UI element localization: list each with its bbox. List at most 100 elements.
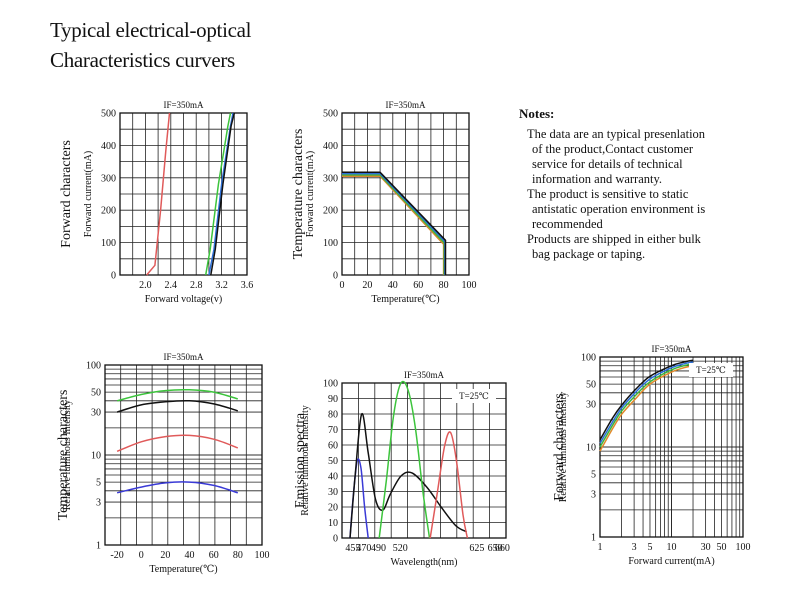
y-axis-title: Emission spectra <box>293 412 308 508</box>
chart-temperature-intensity: 1 3 5 10 30 50 100 -20 0 20 40 60 80 100 IF=350mA Tempe… <box>56 352 270 575</box>
y-tick-label: 30 <box>586 400 596 411</box>
note-item: The product is sensitive to static antis… <box>527 187 789 232</box>
x-tick-label: 80 <box>439 280 449 291</box>
x-tick-label: 40 <box>185 550 195 561</box>
grid <box>599 356 744 538</box>
note-item: Products are shipped in either bulk bag … <box>527 232 789 262</box>
x-axis-label: Wavelength(nm) <box>391 557 458 568</box>
x-axis-label: Temperature(℃) <box>149 564 217 575</box>
y-tick-label: 300 <box>323 173 338 184</box>
x-axis-label: Forward voltage(v) <box>145 294 222 305</box>
y-tick-label: 400 <box>323 141 338 152</box>
y-tick-label: 30 <box>328 487 338 498</box>
y-tick-label: 300 <box>101 173 116 184</box>
x-tick-label: 2.0 <box>139 280 152 291</box>
y-tick-label: 40 <box>328 472 338 483</box>
chart-temperature-current: 0 100 200 300 400 500 0 20 40 60 80 100 IF=350mA Temp… <box>291 100 477 305</box>
annotation-bg <box>689 363 733 377</box>
y-tick-label: 5 <box>591 470 596 481</box>
annotation-bg <box>452 389 496 403</box>
x-tick-label: 2.4 <box>165 280 178 291</box>
y-tick-label: 80 <box>328 410 338 421</box>
note-line: information and warranty. <box>532 172 663 186</box>
x-tick-label: 660 <box>495 543 510 554</box>
x-tick-label: 520 <box>393 543 408 554</box>
y-tick-label: 30 <box>91 408 101 419</box>
series-line-black <box>116 399 239 413</box>
note-line: service for details of technical <box>532 157 683 171</box>
notes-title: Notes: <box>519 106 555 121</box>
series-line-black <box>599 359 694 441</box>
x-tick-label: 0 <box>340 280 345 291</box>
y-tick-label: 0 <box>333 534 338 545</box>
x-tick-label: 60 <box>209 550 219 561</box>
series-line-black <box>349 413 467 539</box>
y-tick-label: 0 <box>333 271 338 282</box>
series-line-green <box>378 380 431 539</box>
x-tick-label: 470 <box>356 543 371 554</box>
x-tick-label: 0 <box>139 550 144 561</box>
note-line: recommended <box>532 217 603 231</box>
note-item: The data are an typical presenlation of … <box>527 127 789 187</box>
y-tick-label: 70 <box>328 425 338 436</box>
chart-condition-label: IF=350mA <box>385 100 426 110</box>
y-tick-label: 10 <box>328 518 338 529</box>
y-tick-label: 100 <box>86 361 101 372</box>
x-tick-label: 40 <box>388 280 398 291</box>
note-line: The product is sensitive to static <box>527 187 689 201</box>
y-tick-label: 90 <box>328 394 338 405</box>
series-line-blue <box>116 481 239 494</box>
y-axis-title: Forward characters <box>59 140 74 248</box>
grid <box>104 364 263 546</box>
page-title-line2: Characteristics curvers <box>50 48 235 72</box>
grid <box>341 112 470 276</box>
y-tick-label: 100 <box>581 353 596 364</box>
notes-panel: Notes: The data are an typical presenlat… <box>519 106 789 262</box>
x-tick-label: 3 <box>632 542 637 553</box>
note-line: of the product,Contact customer <box>532 142 694 156</box>
page-title-line1: Typical electrical-optical <box>50 18 252 42</box>
grid <box>341 382 507 539</box>
x-tick-label: 100 <box>462 280 477 291</box>
x-tick-label: 20 <box>160 550 170 561</box>
x-axis-label: Temperature(℃) <box>371 294 439 305</box>
x-tick-label: 2.8 <box>190 280 203 291</box>
y-tick-label: 0 <box>111 271 116 282</box>
chart-condition-label: IF=350mA <box>651 344 692 354</box>
series-line-red <box>146 112 171 276</box>
x-tick-label: -20 <box>110 550 123 561</box>
y-tick-label: 50 <box>328 456 338 467</box>
y-axis-title: Temperature characters <box>56 390 71 521</box>
chart-condition-label: IF=350mA <box>163 100 204 110</box>
y-axis-subtitle: Relative luminous Intensity <box>558 392 569 503</box>
y-tick-label: 200 <box>101 206 116 217</box>
plot-frame <box>341 382 507 539</box>
note-line: Products are shipped in either bulk <box>527 232 701 246</box>
series-line-red <box>429 431 469 539</box>
plot-frame <box>104 364 263 546</box>
x-tick-label: 5 <box>647 542 652 553</box>
y-tick-label: 3 <box>591 490 596 501</box>
y-tick-label: 60 <box>328 441 338 452</box>
x-tick-label: 3.2 <box>215 280 228 291</box>
series-line-red <box>116 434 239 452</box>
y-axis-subtitle: Forward current(mA) <box>305 151 316 237</box>
y-tick-label: 400 <box>101 141 116 152</box>
chart-condition-label: IF=350mA <box>163 352 204 362</box>
series-line-black <box>210 112 236 276</box>
y-tick-label: 5 <box>96 478 101 489</box>
series-line-orange <box>599 364 694 452</box>
plot-frame <box>119 112 248 276</box>
series-line-blue <box>208 112 234 276</box>
y-tick-label: 100 <box>323 379 338 390</box>
note-line: antistatic operation environment is <box>532 202 706 216</box>
x-tick-label: 20 <box>362 280 372 291</box>
x-tick-label: 30 <box>701 542 711 553</box>
series-line-blue <box>599 361 694 444</box>
x-tick-label: 60 <box>413 280 423 291</box>
series-line-black <box>342 171 447 275</box>
y-tick-label: 50 <box>91 388 101 399</box>
y-axis-title: Temperature characters <box>291 129 306 260</box>
